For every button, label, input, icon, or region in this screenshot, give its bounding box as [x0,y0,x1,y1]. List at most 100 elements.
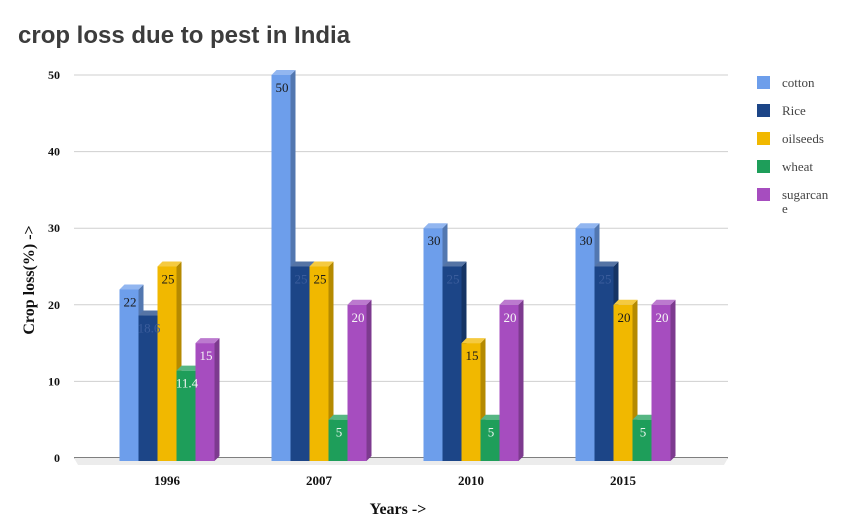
bar-top [290,261,315,267]
legend-label: e [782,201,788,216]
data-label: 20 [504,310,517,325]
bar-front [613,304,633,461]
bar-top [480,414,505,420]
data-label: 30 [580,233,593,248]
bar-sugarcane-2015 [651,299,676,461]
bar-front [594,266,614,461]
bar-top [632,414,657,420]
chart-floor-plane [74,458,728,465]
bar-top [575,223,600,229]
legend-label: oilseeds [782,131,824,146]
y-tick-label: 50 [48,68,60,82]
x-tick-label: 1996 [154,473,181,488]
bar-top [613,299,638,305]
bar-oilseeds-2007 [309,261,334,461]
legend-label: wheat [782,159,813,174]
bar-top [309,261,334,267]
y-tick-labels: 0 10 20 30 40 50 [48,68,60,465]
legend-item-oilseeds: oilseeds [757,131,824,146]
chart-floor [74,458,728,465]
bar-top [328,414,353,420]
bar-sugarcane-2010 [499,299,524,461]
y-tick-label: 30 [48,221,60,235]
bar-front [176,370,196,461]
data-label: 20 [618,310,631,325]
bar-side [214,338,220,461]
data-label: 15 [466,348,479,363]
legend-item-rice: Rice [757,103,806,118]
bar-front [575,228,595,461]
bar-front [651,304,671,461]
bar-top [119,284,144,290]
data-label: 11.4 [176,376,199,391]
bar-front [442,266,462,461]
y-tick-label: 40 [48,145,60,159]
bar-front [461,343,481,461]
data-label: 20 [656,310,669,325]
bar-front [271,75,291,461]
bar-top [423,223,448,229]
bar-top [157,261,182,267]
data-label: 5 [488,425,495,440]
data-label: 15 [200,348,213,363]
data-label: 50 [276,80,289,95]
bar-front [480,419,500,461]
bar-sugarcane-2007 [347,299,372,461]
legend-label: cotton [782,75,815,90]
legend-swatch [757,188,770,201]
bars [119,70,676,461]
y-axis-title: Crop loss(%) -> [21,225,38,334]
bar-side [518,299,524,461]
y-tick-label: 10 [48,374,60,388]
x-tick-labels: 1996 2007 2010 2015 [154,473,637,488]
data-label: 25 [295,272,308,287]
legend-label: sugarcan [782,187,829,202]
bar-front [499,304,519,461]
data-label: 25 [162,272,175,287]
bar-front [328,419,348,461]
data-label: 30 [428,233,441,248]
data-label: 25 [314,272,327,287]
bar-top [442,261,467,267]
y-tick-label: 20 [48,298,60,312]
bar-front [347,304,367,461]
bar-front [195,343,215,461]
data-label: 22 [124,294,137,309]
x-tick-label: 2007 [306,473,333,488]
bar-top [651,299,676,305]
bar-front [119,289,139,461]
bar-sugarcane-1996 [195,338,220,461]
bar-front [632,419,652,461]
bar-front [290,266,310,461]
bar-side [328,261,334,461]
bar-top [176,365,201,371]
x-tick-label: 2015 [610,473,637,488]
bar-side [670,299,676,461]
legend-item-cotton: cotton [757,75,815,90]
data-label: 25 [447,272,460,287]
x-axis-title: Years -> [370,501,427,518]
bar-front [309,266,329,461]
bar-top [499,299,524,305]
bar-side [366,299,372,461]
x-tick-label: 2010 [458,473,484,488]
bar-front [138,315,158,461]
bar-top [271,70,296,75]
legend-item-wheat: wheat [757,159,813,174]
legend-swatch [757,160,770,173]
legend-label: Rice [782,103,806,118]
data-label: 5 [640,425,647,440]
data-label: 25 [599,272,612,287]
bar-front [423,228,443,461]
legend-swatch [757,104,770,117]
bar-top [461,338,486,344]
bar-top [594,261,619,267]
data-label: 5 [336,425,343,440]
bar-top [138,310,163,316]
legend-swatch [757,132,770,145]
bar-front [157,266,177,461]
